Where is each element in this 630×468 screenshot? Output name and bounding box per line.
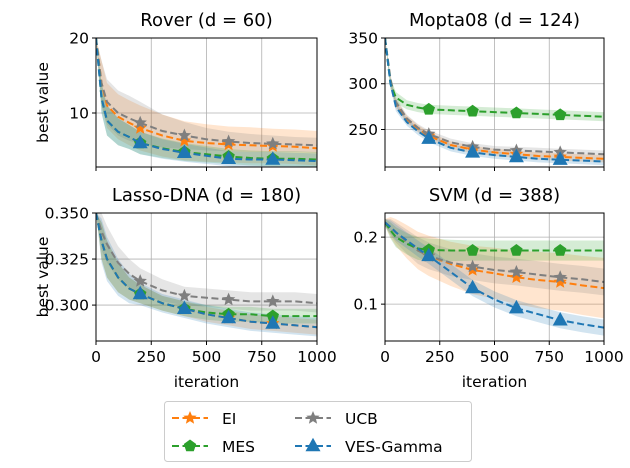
marker-ves <box>552 151 568 165</box>
band-ucb <box>385 219 604 296</box>
subplot-2: 250 300 350 Mopta08 (d = 124) <box>348 10 605 171</box>
marker-ves <box>176 300 192 314</box>
subplot-4: 0 250 500 750 1000 0.1 0.2 SVM (d = 388) iterati… <box>353 185 623 391</box>
marker-ucb <box>133 115 147 129</box>
legend-frame <box>164 401 472 462</box>
legend-marker <box>305 437 321 452</box>
y-tick-label: 350 <box>348 30 378 48</box>
marker-ei <box>509 270 524 283</box>
x-axis-label: iteration <box>174 373 239 391</box>
marker-ucb <box>465 259 480 273</box>
subplot-title: Mopta08 (d = 124) <box>409 10 580 31</box>
marker-mes <box>466 104 479 117</box>
x-tick-label: 1000 <box>297 348 336 366</box>
marker-ucb <box>177 128 192 142</box>
y-axis-label: best value <box>34 62 52 143</box>
marker-mes <box>422 102 435 115</box>
subplot-title: Rover (d = 60) <box>140 10 272 31</box>
band-mes <box>96 38 317 167</box>
y-tick-label: 300 <box>348 75 378 93</box>
subplot-1: 10 20 Rover (d = 60) best value <box>34 10 318 171</box>
marker-ei <box>553 275 567 288</box>
marker-ucb <box>177 288 192 302</box>
marker-ucb <box>221 292 236 306</box>
legend-label: MES <box>222 438 255 456</box>
y-tick-label: 20 <box>69 30 89 48</box>
legend-entry-ves: VES-Gamma <box>295 437 443 456</box>
y-tick-label: 0.2 <box>353 229 378 247</box>
x-tick-label: 500 <box>480 348 510 366</box>
marker-ucb <box>509 265 524 278</box>
marker-ves <box>508 148 524 163</box>
legend-label: UCB <box>345 410 378 428</box>
legend-entry-ei: EI <box>172 410 236 428</box>
subplot-title: SVM (d = 388) <box>429 185 560 206</box>
band-ei <box>385 217 604 319</box>
y-axis-label: best value <box>34 237 52 318</box>
marker-ucb <box>133 274 147 287</box>
band-mes <box>385 38 604 122</box>
marker-ves <box>265 151 281 165</box>
legend-label: VES-Gamma <box>345 438 443 456</box>
x-tick-label: 0 <box>380 348 390 366</box>
marker-ves <box>132 134 148 149</box>
band-ei <box>96 213 317 335</box>
marker-mes <box>554 244 567 256</box>
x-tick-label: 750 <box>534 348 564 366</box>
legend-entry-ucb: UCB <box>295 410 378 428</box>
marker-mes <box>554 108 567 121</box>
line-ves <box>96 213 317 329</box>
y-tick-label: 0.300 <box>45 297 89 315</box>
x-tick-label: 0 <box>91 348 101 366</box>
y-tick-label: 0.350 <box>45 205 89 223</box>
legend: EI MES UCB VES-Gamma <box>164 401 472 462</box>
y-tick-label: 10 <box>69 105 89 123</box>
marker-mes <box>510 106 523 119</box>
marker-ves <box>421 247 437 262</box>
x-tick-label: 500 <box>192 348 222 366</box>
line-ves <box>385 221 604 329</box>
marker-mes <box>510 244 523 256</box>
band-ves <box>96 213 317 337</box>
x-tick-label: 750 <box>247 348 277 366</box>
legend-entry-mes: MES <box>172 438 255 456</box>
marker-ucb <box>266 136 280 150</box>
marker-ves <box>552 312 568 326</box>
x-axis-label: iteration <box>462 373 527 391</box>
band-ei <box>96 38 317 166</box>
marker-ei <box>133 121 147 134</box>
marker-ucb <box>553 270 567 283</box>
y-tick-label: 250 <box>348 121 378 139</box>
marker-ves <box>132 285 148 300</box>
marker-ves <box>221 150 237 164</box>
marker-ei <box>177 133 192 147</box>
subplot-title: Lasso-DNA (d = 180) <box>112 185 301 206</box>
legend-marker <box>306 411 320 424</box>
marker-ves <box>421 130 437 144</box>
marker-ves <box>265 315 281 329</box>
legend-marker <box>183 411 197 424</box>
x-tick-label: 250 <box>136 348 166 366</box>
legend-label: EI <box>222 410 236 428</box>
marker-ves <box>176 144 192 158</box>
band-mes <box>96 213 317 324</box>
marker-mes <box>466 244 479 256</box>
y-tick-label: 0.1 <box>353 296 378 314</box>
marker-ucb <box>221 134 236 148</box>
x-tick-label: 1000 <box>584 348 623 366</box>
marker-ves <box>221 309 237 324</box>
marker-ves <box>508 299 524 314</box>
legend-marker <box>183 439 197 452</box>
band-ucb <box>96 38 317 153</box>
subplot-3: 0 250 500 750 1000 0.300 0.325 0.350 Lasso-DNA (… <box>34 185 337 391</box>
y-tick-label: 0.325 <box>45 251 89 269</box>
band-ves <box>96 38 317 167</box>
marker-ucb <box>266 294 280 308</box>
band-ucb <box>96 213 317 313</box>
x-tick-label: 250 <box>425 348 455 366</box>
marker-ves <box>465 144 481 158</box>
marker-ves <box>465 279 481 294</box>
